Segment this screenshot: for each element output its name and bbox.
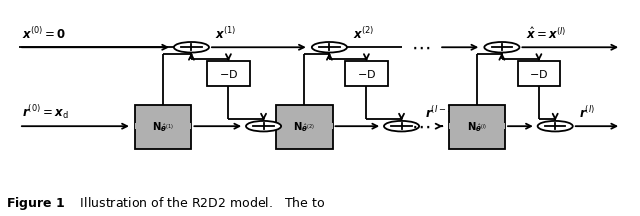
Bar bbox=[449, 123, 505, 129]
Bar bbox=[276, 123, 333, 129]
Bar bbox=[345, 61, 388, 86]
Text: $\cdots$: $\cdots$ bbox=[411, 117, 430, 136]
Text: $\mathbf{N}_{\hat{\boldsymbol{\theta}}^{(I)}}$: $\mathbf{N}_{\hat{\boldsymbol{\theta}}^{… bbox=[467, 120, 487, 133]
Circle shape bbox=[538, 121, 573, 132]
Bar bbox=[276, 105, 333, 149]
Bar bbox=[135, 123, 191, 129]
Circle shape bbox=[312, 42, 347, 52]
Circle shape bbox=[484, 42, 520, 52]
Text: $-\mathrm{D}$: $-\mathrm{D}$ bbox=[529, 68, 548, 79]
Text: $\boldsymbol{r}^{(0)} = \boldsymbol{x}_{\mathrm{d}}$: $\boldsymbol{r}^{(0)} = \boldsymbol{x}_{… bbox=[22, 103, 68, 121]
Circle shape bbox=[246, 121, 281, 132]
Circle shape bbox=[384, 121, 419, 132]
Text: $\boldsymbol{r}^{(I)}$: $\boldsymbol{r}^{(I)}$ bbox=[579, 105, 595, 121]
Bar bbox=[518, 61, 560, 86]
Text: $\boldsymbol{x}^{(1)}$: $\boldsymbol{x}^{(1)}$ bbox=[215, 26, 236, 42]
Text: $-\mathrm{D}$: $-\mathrm{D}$ bbox=[357, 68, 376, 79]
Bar bbox=[207, 61, 250, 86]
Text: $\boldsymbol{x}^{(0)} = \mathbf{0}$: $\boldsymbol{x}^{(0)} = \mathbf{0}$ bbox=[22, 26, 66, 42]
Text: $\mathbf{N}_{\hat{\boldsymbol{\theta}}^{(2)}}$: $\mathbf{N}_{\hat{\boldsymbol{\theta}}^{… bbox=[293, 120, 316, 133]
Bar bbox=[449, 105, 505, 149]
Bar bbox=[135, 105, 191, 149]
Text: $\mathbf{Figure\ 1}$    Illustration of the R2D2 model.   The to: $\mathbf{Figure\ 1}$ Illustration of the… bbox=[6, 195, 326, 212]
Text: $\hat{\boldsymbol{x}} = \boldsymbol{x}^{(I)}$: $\hat{\boldsymbol{x}} = \boldsymbol{x}^{… bbox=[525, 26, 566, 42]
Text: $\mathbf{N}_{\hat{\boldsymbol{\theta}}^{(1)}}$: $\mathbf{N}_{\hat{\boldsymbol{\theta}}^{… bbox=[152, 120, 174, 133]
Text: $\boldsymbol{x}^{(2)}$: $\boldsymbol{x}^{(2)}$ bbox=[353, 26, 374, 42]
Text: $-\mathrm{D}$: $-\mathrm{D}$ bbox=[219, 68, 238, 79]
Text: $\boldsymbol{r}^{(I-1)}$: $\boldsymbol{r}^{(I-1)}$ bbox=[426, 105, 457, 121]
Text: $\boldsymbol{r}^{(1)}$: $\boldsymbol{r}^{(1)}$ bbox=[287, 105, 307, 121]
Text: $\cdots$: $\cdots$ bbox=[411, 38, 430, 57]
Circle shape bbox=[174, 42, 209, 52]
